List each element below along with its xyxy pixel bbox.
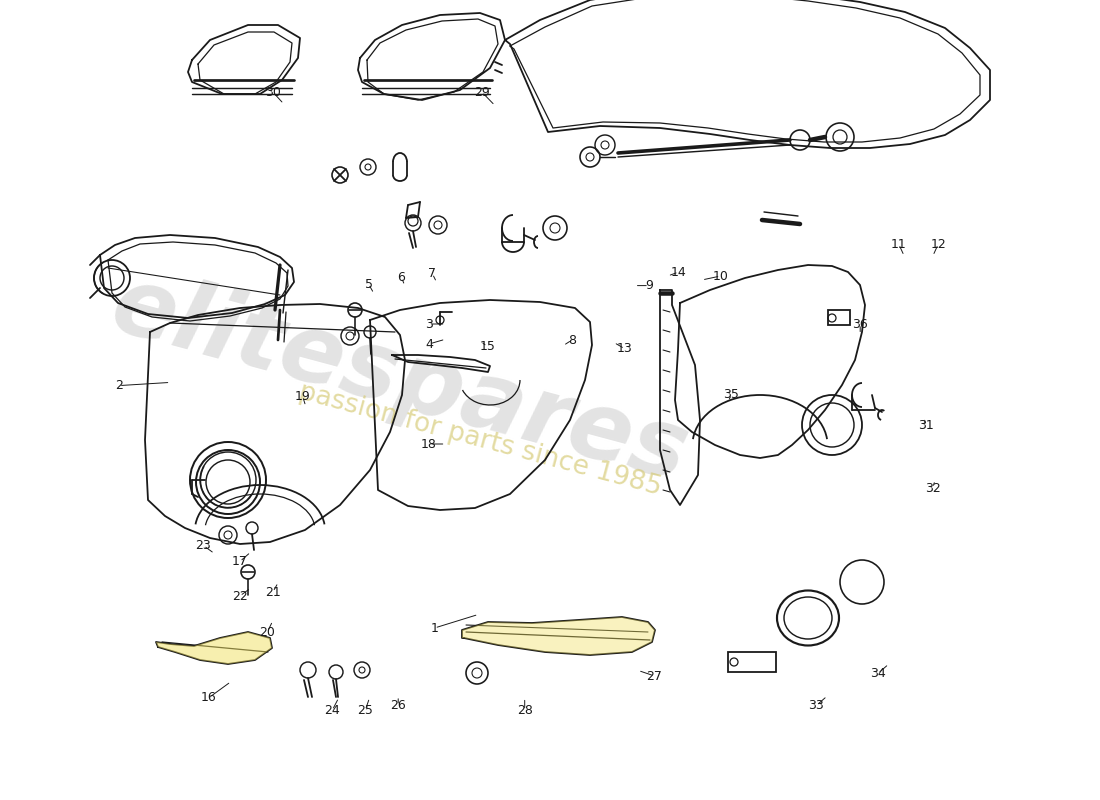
Text: 34: 34 bbox=[870, 667, 886, 680]
Text: 16: 16 bbox=[201, 691, 217, 704]
Bar bbox=[728, 652, 776, 672]
Text: 12: 12 bbox=[931, 238, 946, 250]
Text: 7: 7 bbox=[428, 267, 437, 280]
Text: 14: 14 bbox=[671, 266, 686, 278]
Text: elitespares: elitespares bbox=[102, 259, 698, 501]
Text: 10: 10 bbox=[713, 270, 728, 282]
Text: 2: 2 bbox=[114, 379, 123, 392]
Text: 22: 22 bbox=[232, 590, 248, 602]
Text: 25: 25 bbox=[358, 704, 373, 717]
Text: 3: 3 bbox=[425, 318, 433, 330]
Text: 30: 30 bbox=[265, 86, 280, 98]
Text: 13: 13 bbox=[617, 342, 632, 355]
Text: 20: 20 bbox=[260, 626, 275, 638]
Text: 36: 36 bbox=[852, 318, 868, 330]
Bar bbox=[828, 310, 850, 325]
Text: 27: 27 bbox=[647, 670, 662, 682]
Text: 31: 31 bbox=[918, 419, 934, 432]
Text: 18: 18 bbox=[421, 438, 437, 450]
Text: 5: 5 bbox=[364, 278, 373, 290]
Text: 15: 15 bbox=[480, 340, 495, 353]
Text: 9: 9 bbox=[645, 279, 653, 292]
Text: 32: 32 bbox=[925, 482, 940, 494]
Text: 11: 11 bbox=[891, 238, 906, 250]
Text: 23: 23 bbox=[196, 539, 211, 552]
Text: 1: 1 bbox=[430, 622, 439, 634]
Text: 35: 35 bbox=[724, 388, 739, 401]
Text: 4: 4 bbox=[425, 338, 433, 350]
Text: 29: 29 bbox=[474, 86, 490, 98]
Text: passion for parts since 1985: passion for parts since 1985 bbox=[296, 379, 664, 501]
Text: 21: 21 bbox=[265, 586, 280, 598]
Text: 8: 8 bbox=[568, 334, 576, 346]
Text: 28: 28 bbox=[517, 704, 532, 717]
Text: 33: 33 bbox=[808, 699, 824, 712]
Text: 6: 6 bbox=[397, 271, 406, 284]
Text: 24: 24 bbox=[324, 704, 340, 717]
Polygon shape bbox=[156, 632, 272, 664]
Polygon shape bbox=[462, 617, 654, 655]
Text: 26: 26 bbox=[390, 699, 406, 712]
Text: 19: 19 bbox=[295, 390, 310, 402]
Text: 17: 17 bbox=[232, 555, 248, 568]
